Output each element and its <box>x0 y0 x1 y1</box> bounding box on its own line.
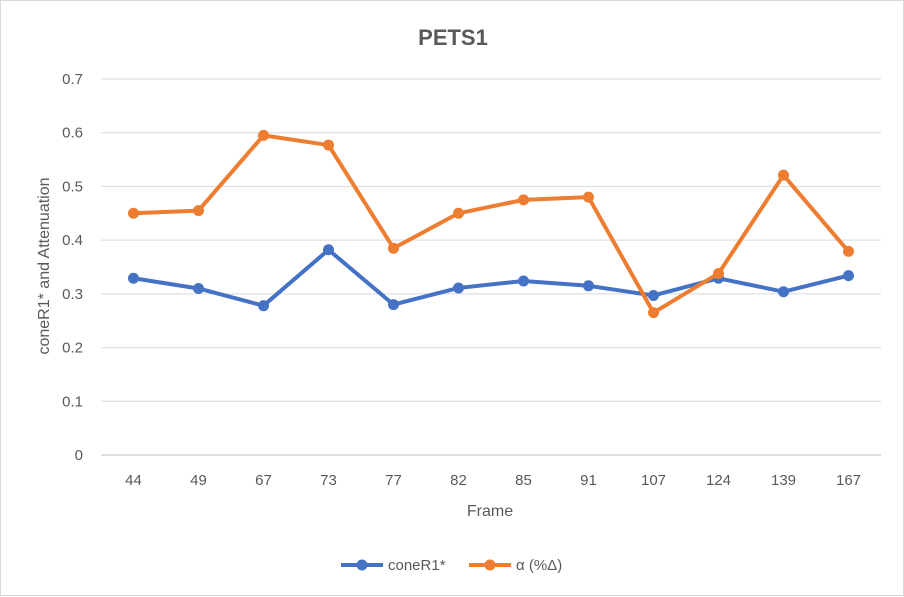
x-tick-label: 91 <box>580 472 597 489</box>
series-layer <box>128 129 854 319</box>
y-tick-label: 0.5 <box>62 178 83 195</box>
data-point <box>258 129 269 141</box>
data-point <box>778 286 789 298</box>
x-tick-label: 85 <box>515 472 532 489</box>
data-point <box>518 275 529 287</box>
data-point <box>713 267 724 279</box>
data-point <box>323 244 334 256</box>
legend-swatch-marker <box>356 559 368 571</box>
data-point <box>778 169 789 181</box>
data-point <box>323 139 334 151</box>
x-tick-label: 107 <box>641 472 666 489</box>
y-tick-label: 0.1 <box>62 393 83 410</box>
x-tick-label: 82 <box>450 472 467 489</box>
y-tick-label: 0.3 <box>62 286 83 303</box>
data-point <box>388 299 399 311</box>
y-tick-label: 0.2 <box>62 340 83 357</box>
x-axis-title: Frame <box>467 503 513 520</box>
data-point <box>648 307 659 319</box>
data-point <box>648 289 659 301</box>
x-tick-label: 73 <box>320 472 337 489</box>
x-tick-label: 139 <box>771 472 796 489</box>
data-point <box>583 280 594 292</box>
data-point <box>583 191 594 203</box>
data-point <box>843 270 854 282</box>
legend-label: α (%Δ) <box>516 557 562 574</box>
y-tick-label: 0.6 <box>62 125 83 142</box>
series-line <box>131 247 851 308</box>
data-point <box>453 282 464 294</box>
legend-item: coneR1* <box>341 557 446 574</box>
data-point <box>518 194 529 206</box>
data-point <box>193 205 204 217</box>
x-axis-ticks: 44 49 67 73 77 82 85 91 107 124 139 167 <box>125 472 861 489</box>
chart-title: PETS1 <box>418 25 488 50</box>
series-line <box>131 133 851 315</box>
data-point <box>128 207 139 219</box>
data-point <box>258 300 269 312</box>
data-point <box>193 282 204 294</box>
series-1 <box>128 244 854 312</box>
y-tick-label: 0.4 <box>62 232 83 249</box>
legend-label: coneR1* <box>388 557 446 574</box>
y-tick-label: 0.7 <box>62 71 83 88</box>
data-point <box>128 272 139 284</box>
y-axis-title: coneR1* and Attenuation <box>36 177 53 354</box>
x-tick-label: 167 <box>836 472 861 489</box>
x-tick-label: 124 <box>706 472 731 489</box>
y-tick-label: 0 <box>75 447 83 464</box>
data-point <box>388 242 399 254</box>
y-axis-ticks: 0 0.1 0.2 0.3 0.4 0.5 0.6 0.7 <box>62 71 83 464</box>
series-2 <box>128 129 854 319</box>
data-point <box>453 207 464 219</box>
legend: coneR1* α (%Δ) <box>341 557 562 574</box>
x-tick-label: 67 <box>255 472 272 489</box>
legend-swatch-marker <box>484 559 496 571</box>
gridlines <box>101 78 881 456</box>
x-tick-label: 44 <box>125 472 142 489</box>
data-point <box>843 245 854 257</box>
x-tick-label: 49 <box>190 472 207 489</box>
legend-item: α (%Δ) <box>469 557 562 574</box>
x-tick-label: 77 <box>385 472 402 489</box>
